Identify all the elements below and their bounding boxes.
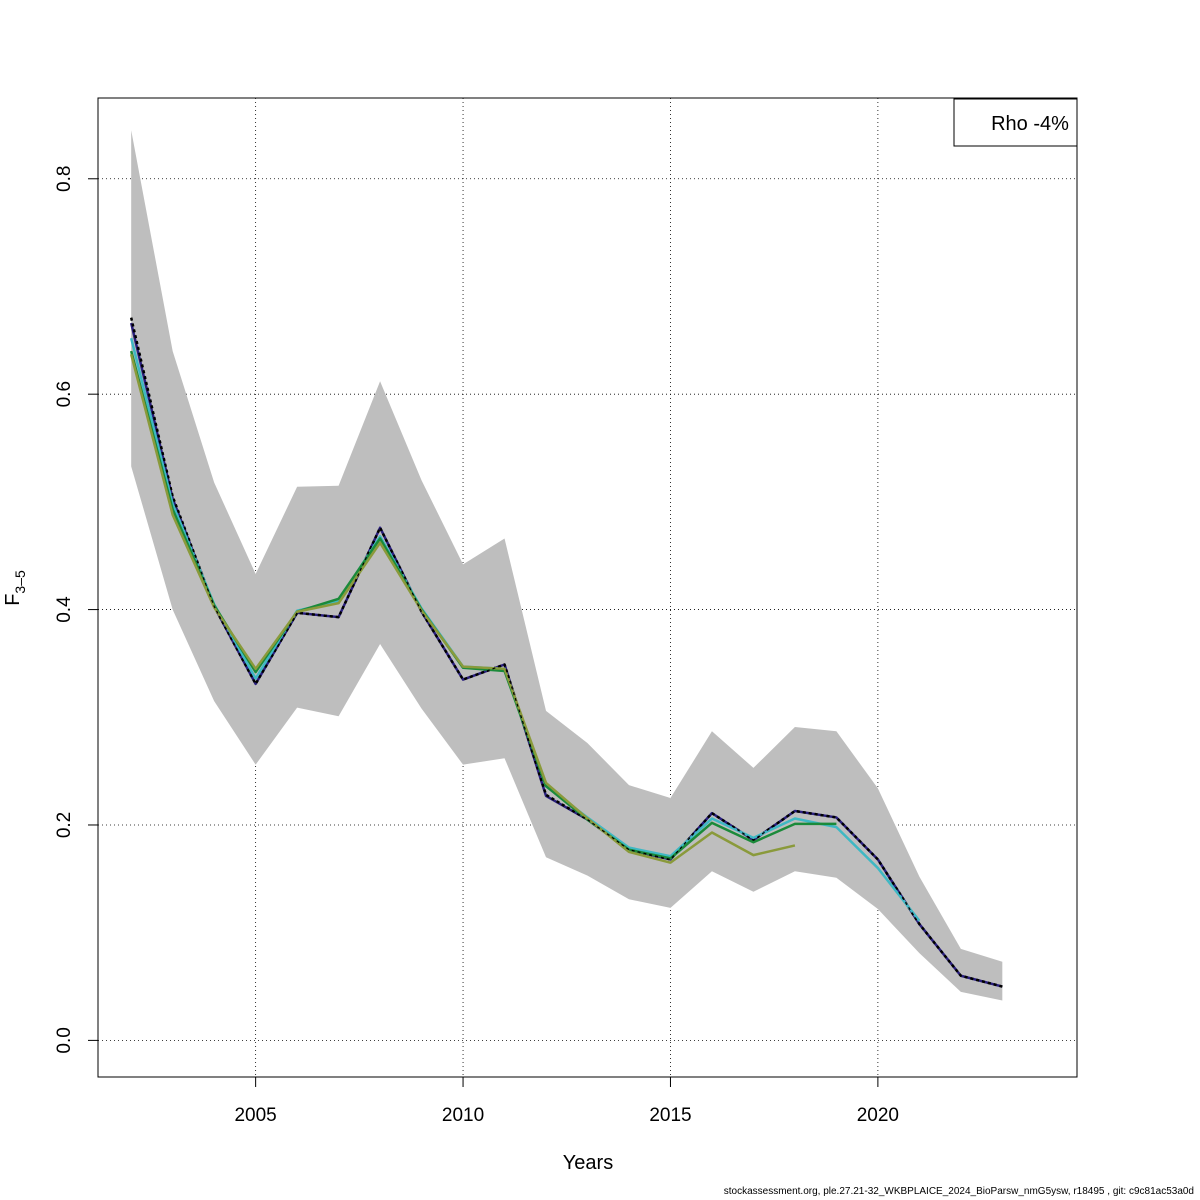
confidence-band-area: [131, 130, 1003, 1001]
y-tick-label: 0.8: [54, 166, 75, 192]
y-tick-label: 0.2: [54, 812, 75, 838]
series-lines: [129, 317, 1003, 988]
confidence-band: [131, 130, 1003, 1001]
series-line-3: [129, 350, 837, 860]
legend-box: [953, 98, 1078, 147]
y-tick-label: 0.4: [54, 596, 75, 623]
y-axis-title-main: F: [2, 594, 24, 606]
x-tick-label: 2010: [442, 1105, 484, 1126]
axes: 2005 2010 2015 2020 0.0 0.2 0.4 0.6 0.8: [54, 97, 1078, 1126]
y-axis-title: F3–5: [2, 570, 28, 606]
legend: Rho -4%: [953, 98, 1078, 147]
y-axis-title-subscript: 3–5: [12, 570, 28, 594]
y-tick-label: 0.0: [54, 1027, 75, 1053]
series-line-4: [129, 354, 796, 864]
x-tick-label: 2015: [649, 1105, 691, 1126]
x-axis-title: Years: [563, 1152, 613, 1174]
legend-text: Rho -4%: [991, 113, 1069, 135]
plot-frame: [97, 97, 1078, 1078]
footer-note: stockassessment.org, ple.27.21-32_WKBPLA…: [723, 1186, 1194, 1197]
x-tick-label: 2005: [234, 1105, 276, 1126]
y-tick-label: 0.6: [54, 381, 75, 407]
x-tick-label: 2020: [857, 1105, 899, 1126]
